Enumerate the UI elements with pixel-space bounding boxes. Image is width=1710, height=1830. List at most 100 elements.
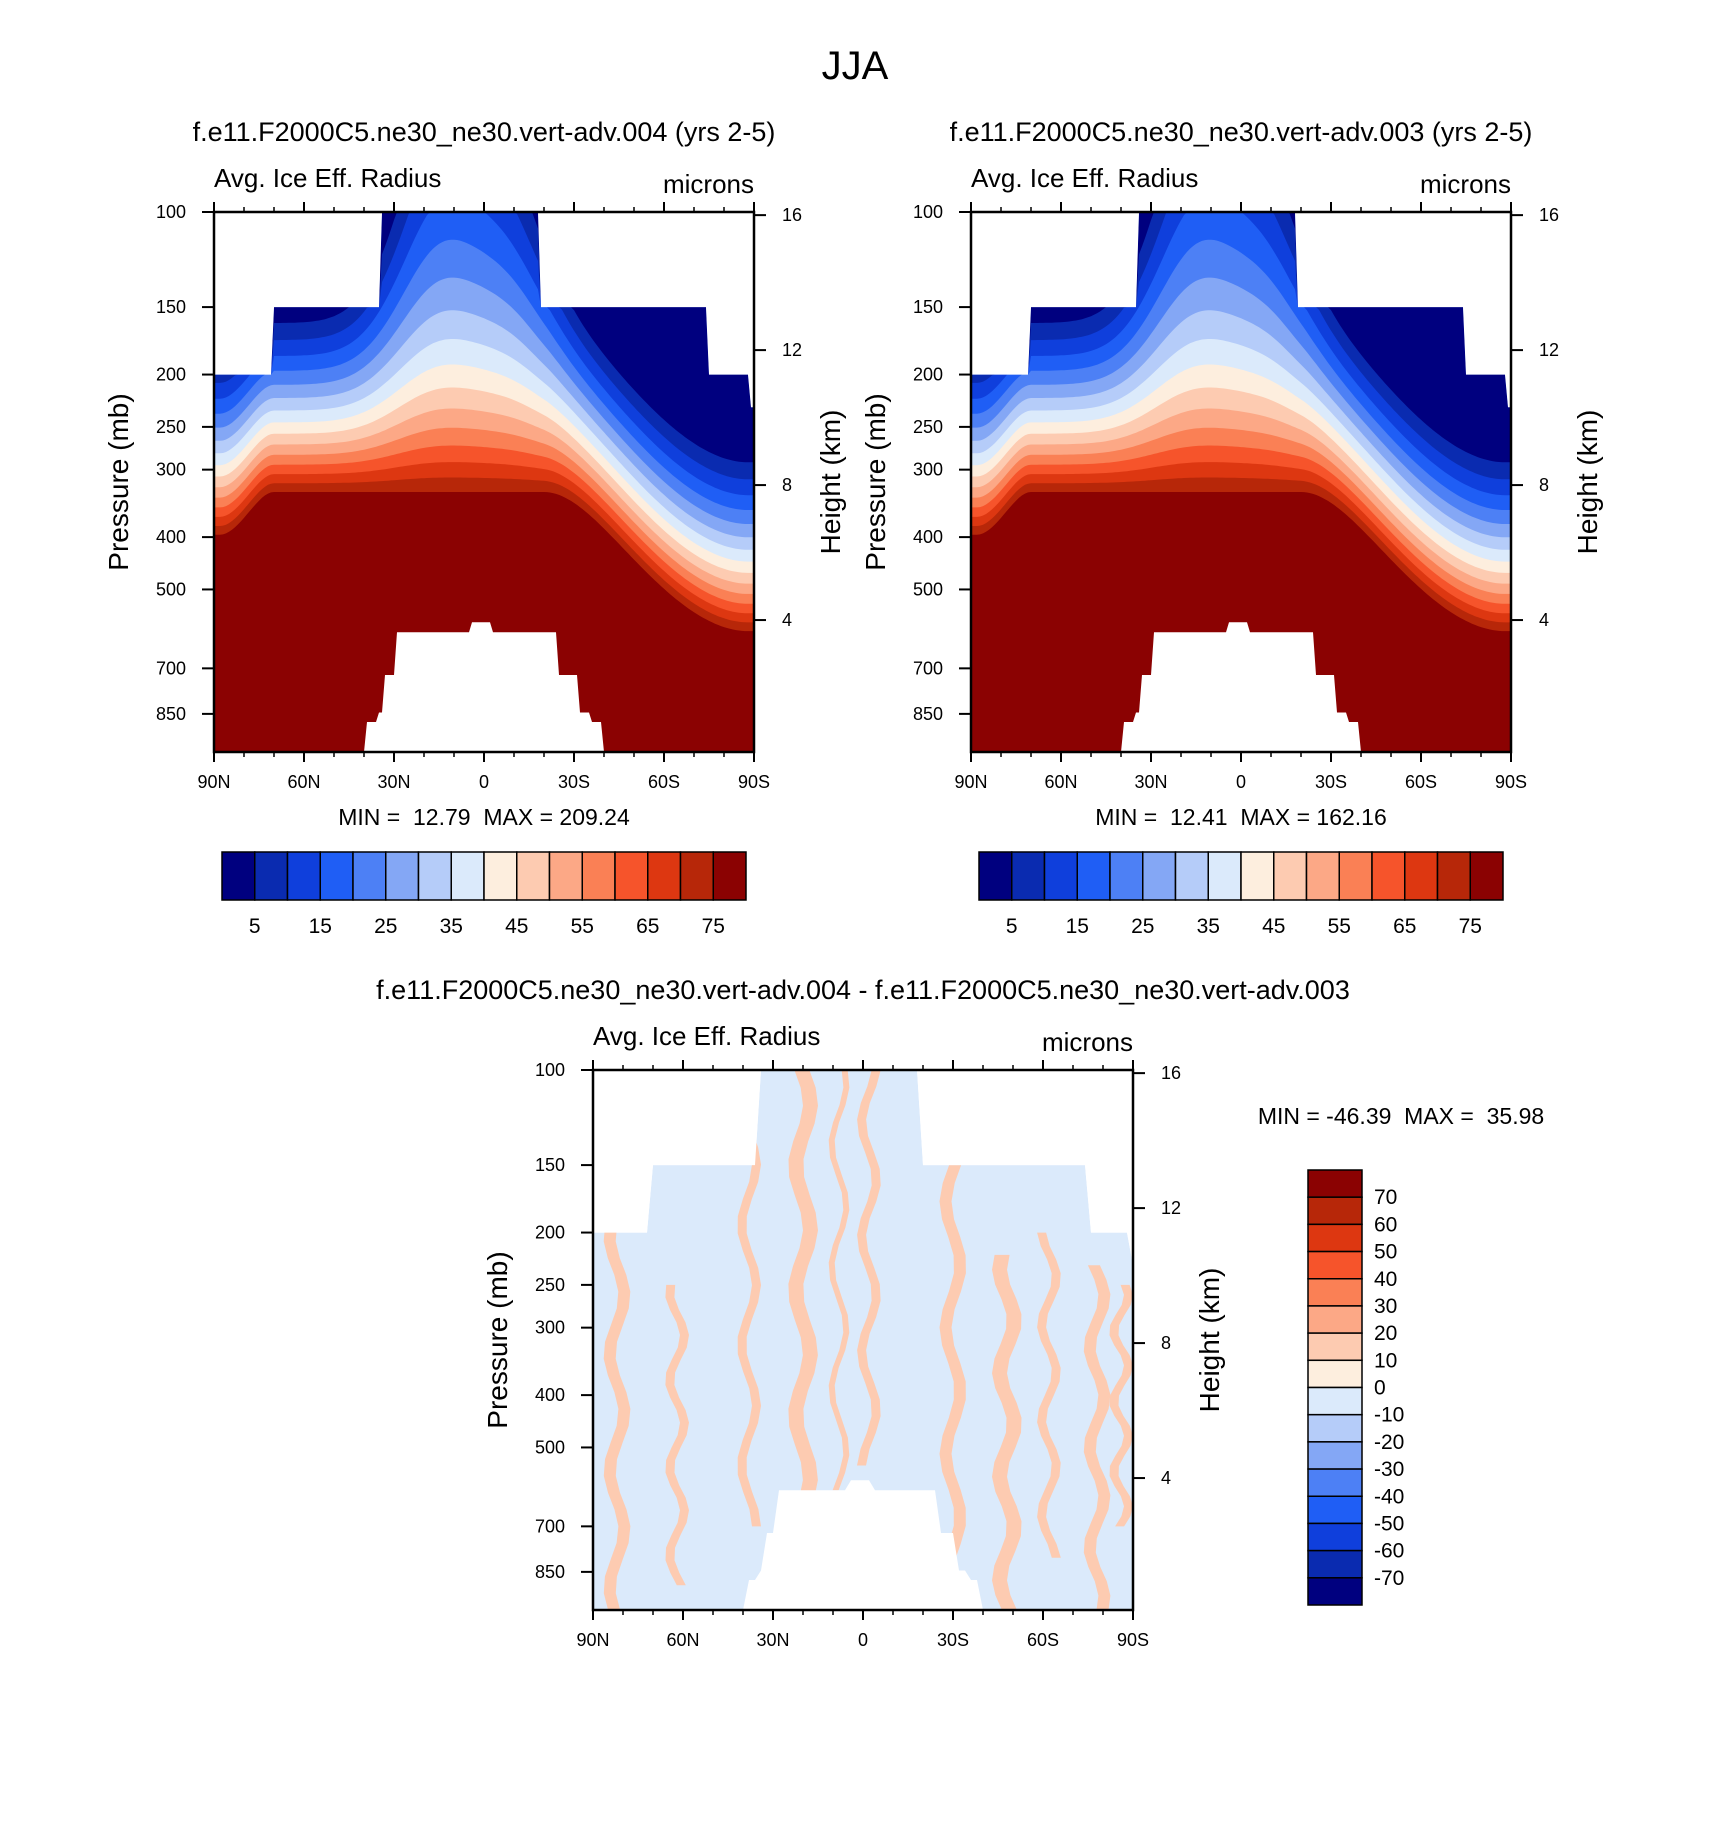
y-tick-label: 850 [913, 704, 943, 724]
colorbar-box [1307, 1196, 1363, 1226]
colorbar-box [450, 851, 485, 901]
y-right-tick-label: 8 [1161, 1333, 1171, 1353]
colorbar-box [1338, 851, 1373, 901]
diff-positive-region [828, 1070, 850, 1491]
x-tick-label: 30N [756, 1630, 789, 1650]
x-tick-label: 90N [576, 1630, 609, 1650]
x-tick-label: 60S [1027, 1630, 1059, 1650]
y-tick-label: 150 [156, 297, 186, 317]
colorbar-label: 35 [440, 915, 463, 938]
y-right-tick-label: 12 [782, 340, 802, 360]
panel-3-axes: 90N 60N 30N 0 30S 60S 90S 100 150 200 250 300 400 500… [535, 1060, 1181, 1650]
x-tick-label: 30S [937, 1630, 969, 1650]
panel-2-title: f.e11.F2000C5.ne30_ne30.vert-adv.003 (yr… [950, 117, 1533, 147]
y-tick-label: 300 [156, 460, 186, 480]
colorbar-box [1142, 851, 1177, 901]
diff-positive-region [1083, 1265, 1111, 1610]
colorbar-label: -20 [1374, 1431, 1404, 1454]
panel-1-colorbar: 5 15 25 35 45 55 65 75 [221, 851, 747, 938]
contour-band-45 [214, 212, 754, 573]
colorbar-box [1305, 851, 1340, 901]
colorbar-box [1307, 1577, 1363, 1606]
x-tick-label: 60S [1405, 772, 1437, 792]
x-tick-label: 60N [666, 1630, 699, 1650]
diff-positive-region [939, 1165, 966, 1598]
y-tick-label: 400 [535, 1385, 565, 1405]
colorbar-box [1240, 851, 1275, 901]
colorbar-label: 70 [1374, 1186, 1397, 1209]
colorbar-box [978, 851, 1013, 901]
contour-band-5 [971, 212, 1511, 463]
y-tick-label: 500 [913, 579, 943, 599]
y-tick-label: 850 [156, 704, 186, 724]
colorbar-box [1307, 1169, 1363, 1198]
colorbar-box [516, 851, 551, 901]
x-tick-label: 60N [1044, 772, 1077, 792]
colorbar-box [647, 851, 682, 901]
colorbar-box [1307, 1441, 1363, 1470]
y-right-tick-label: 12 [1161, 1198, 1181, 1218]
colorbar-label: 20 [1374, 1322, 1397, 1345]
x-tick-label: 90N [197, 772, 230, 792]
colorbar-label: 45 [1262, 915, 1285, 938]
colorbar-box [1307, 1223, 1363, 1253]
missing-data-surface [593, 1480, 1133, 1610]
colorbar-box [614, 851, 649, 901]
colorbar-label: 25 [1131, 915, 1154, 938]
panel-1-left-string: Avg. Ice Eff. Radius [214, 163, 441, 193]
panel-1-contour-field [214, 212, 754, 752]
missing-data-top [214, 212, 754, 408]
y-tick-label: 250 [535, 1275, 565, 1295]
diff-positive-region [1037, 1232, 1061, 1558]
colorbar-box [548, 851, 583, 901]
panel-3: f.e11.F2000C5.ne30_ne30.vert-adv.004 - f… [376, 975, 1544, 1650]
colorbar-box [1469, 851, 1504, 901]
y-tick-label: 100 [913, 202, 943, 222]
panel-3-contour-field [593, 1070, 1133, 1610]
colorbar-box [581, 851, 616, 901]
colorbar-label: -30 [1374, 1458, 1404, 1481]
diff-positive-region [992, 1254, 1022, 1610]
colorbar-box [1307, 1386, 1363, 1416]
colorbar-box [1307, 1495, 1363, 1525]
colorbar-box [254, 851, 289, 901]
y-tick-label: 250 [156, 417, 186, 437]
y-tick-label: 300 [535, 1318, 565, 1338]
colorbar-box [1404, 851, 1439, 901]
panel-3-colorbar: 70 60 50 40 30 20 10 0 -10 -20 -30 -40 -50 -60 -70 [1307, 1169, 1404, 1606]
colorbar-box [1307, 1305, 1363, 1334]
colorbar-label: 55 [571, 915, 594, 938]
colorbar-box [286, 851, 321, 901]
colorbar-box [1307, 1359, 1363, 1389]
missing-data-surface [971, 622, 1511, 752]
colorbar-label: -10 [1374, 1404, 1404, 1427]
panel-1-min-max: MIN = 12.79 MAX = 209.24 [338, 804, 630, 830]
colorbar-box [221, 851, 256, 901]
y-tick-label: 700 [913, 658, 943, 678]
colorbar-label: -50 [1374, 1512, 1404, 1535]
y-tick-label: 300 [913, 460, 943, 480]
colorbar-label: 25 [374, 915, 397, 938]
colorbar-box [679, 851, 714, 901]
panel-2-right-string: microns [1420, 169, 1511, 199]
colorbar-label: 35 [1197, 915, 1220, 938]
colorbar-box [1076, 851, 1111, 901]
colorbar-box [1273, 851, 1308, 901]
panel-3-min-max: MIN = -46.39 MAX = 35.98 [1258, 1103, 1544, 1129]
colorbar-box [1307, 1332, 1363, 1362]
x-tick-label: 30S [1315, 772, 1347, 792]
diff-positive-region [603, 1207, 631, 1610]
y-right-tick-label: 8 [1539, 475, 1549, 495]
colorbar-label: 15 [309, 915, 332, 938]
colorbar-box [1011, 851, 1046, 901]
colorbar-box [385, 851, 420, 901]
contour-band-45 [971, 212, 1511, 573]
panel-2-ylabel-right: Height (km) [1572, 410, 1603, 555]
panel-2: f.e11.F2000C5.ne30_ne30.vert-adv.003 (yr… [860, 117, 1603, 938]
x-tick-label: 60S [648, 772, 680, 792]
colorbar-label: 10 [1374, 1349, 1397, 1372]
contour-band-50 [214, 212, 754, 584]
y-tick-label: 100 [535, 1060, 565, 1080]
colorbar-box [1109, 851, 1144, 901]
figure-title: JJA [822, 44, 889, 88]
